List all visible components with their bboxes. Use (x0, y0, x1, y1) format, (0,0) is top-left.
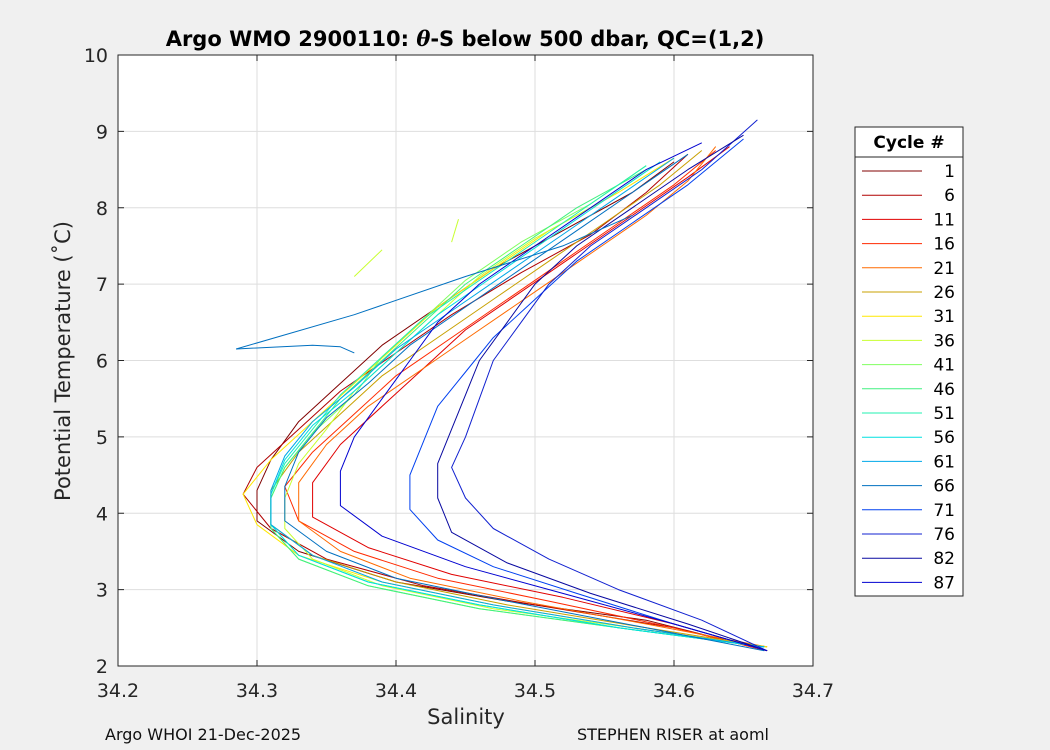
series-line-cycle-71 (409, 138, 768, 652)
x-axis-label: Salinity (427, 705, 505, 729)
series-line-cycle-36 (284, 161, 765, 648)
legend-label: 41 (933, 356, 955, 376)
legend-label: 26 (933, 283, 955, 303)
series-line-cycle-82 (437, 134, 768, 652)
legend-label: 56 (933, 428, 955, 448)
series-line-cycle-61 (270, 157, 765, 648)
legend-label: 51 (933, 404, 955, 424)
legend-label: 21 (933, 259, 955, 279)
y-tick-label: 7 (96, 274, 108, 296)
legend-title: Cycle # (873, 133, 944, 153)
series-line-cycle-11 (312, 146, 768, 652)
legend-label: 71 (933, 501, 955, 521)
series-line-cycle-66 (235, 214, 633, 350)
x-tick-label: 34.3 (236, 680, 278, 702)
series-line-cycle-36 (451, 219, 459, 243)
legend-label: 46 (933, 380, 955, 400)
footer-left: Argo WHOI 21-Dec-2025 (105, 725, 302, 744)
legend-label: 11 (933, 210, 955, 230)
series-line-cycle-21 (298, 146, 768, 648)
legend: Cycle # 16111621263136414651566166717682… (854, 126, 964, 597)
footer-right: STEPHEN RISER at aoml (577, 725, 769, 744)
legend-label: 82 (933, 549, 955, 569)
series-line-cycle-76 (451, 119, 768, 652)
series-line-cycle-56 (270, 161, 765, 648)
y-tick-label: 10 (84, 45, 108, 67)
y-tick-label: 4 (96, 503, 108, 525)
series-line-cycle-16 (284, 150, 768, 652)
legend-label: 6 (944, 186, 955, 206)
legend-label: 66 (933, 477, 955, 497)
y-tick-label: 6 (96, 351, 108, 373)
legend-label: 87 (933, 573, 955, 593)
y-tick-label: 5 (96, 427, 108, 449)
series-layer (235, 119, 768, 652)
legend-label: 31 (933, 307, 955, 327)
series-line-cycle-46 (270, 169, 765, 648)
legend-label: 61 (933, 452, 955, 472)
legend-label: 1 (944, 162, 955, 182)
y-tick-label: 2 (96, 656, 108, 678)
chart-title: Argo WMO 2900110: θ-S below 500 dbar, QC… (166, 26, 765, 51)
series-line-cycle-1 (256, 161, 768, 652)
y-tick-label: 9 (96, 121, 108, 143)
legend-box (854, 126, 964, 597)
axis-ticks: 34.2 34.3 34.4 34.5 34.6 34.7 2 3 4 5 6 7 8 9 10 (84, 45, 834, 702)
y-axis-label: Potential Temperature (˚C) (51, 221, 75, 501)
series-line-cycle-66 (236, 344, 355, 354)
series-line-cycle-26 (270, 150, 768, 648)
x-tick-label: 34.7 (792, 680, 834, 702)
x-tick-label: 34.6 (653, 680, 695, 702)
legend-label: 16 (933, 235, 955, 255)
x-tick-label: 34.2 (97, 680, 139, 702)
legend-label: 76 (933, 525, 955, 545)
series-line-cycle-87 (339, 142, 768, 652)
series-line-cycle-36 (353, 249, 383, 277)
x-tick-label: 34.4 (375, 680, 417, 702)
x-tick-label: 34.5 (514, 680, 556, 702)
y-tick-label: 3 (96, 580, 108, 602)
legend-label: 36 (933, 331, 955, 351)
y-tick-label: 8 (96, 198, 108, 220)
